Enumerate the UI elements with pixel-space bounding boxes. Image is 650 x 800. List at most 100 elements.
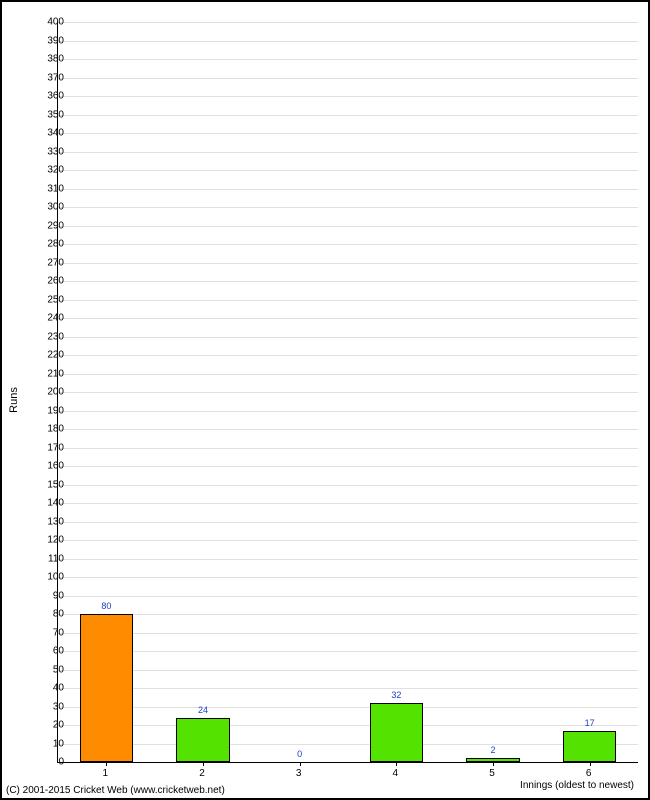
gridline bbox=[58, 633, 638, 634]
gridline bbox=[58, 448, 638, 449]
bar bbox=[176, 718, 229, 762]
copyright-text: (C) 2001-2015 Cricket Web (www.cricketwe… bbox=[6, 785, 225, 796]
gridline bbox=[58, 244, 638, 245]
gridline bbox=[58, 392, 638, 393]
gridline bbox=[58, 707, 638, 708]
y-tick-label: 220 bbox=[34, 350, 64, 361]
x-tick bbox=[590, 762, 591, 766]
y-tick-label: 400 bbox=[34, 17, 64, 28]
x-tick-label: 4 bbox=[393, 768, 399, 779]
gridline bbox=[58, 522, 638, 523]
chart-frame: Runs 8024032217 010203040506070809010011… bbox=[0, 0, 650, 800]
gridline bbox=[58, 540, 638, 541]
gridline bbox=[58, 59, 638, 60]
y-tick-label: 120 bbox=[34, 535, 64, 546]
y-tick-label: 140 bbox=[34, 498, 64, 509]
gridline bbox=[58, 337, 638, 338]
bar bbox=[370, 703, 423, 762]
y-tick-label: 350 bbox=[34, 109, 64, 120]
gridline bbox=[58, 651, 638, 652]
gridline bbox=[58, 300, 638, 301]
y-tick-label: 60 bbox=[34, 646, 64, 657]
y-tick-label: 150 bbox=[34, 479, 64, 490]
y-tick-label: 370 bbox=[34, 72, 64, 83]
plot-area: 80 24 0 32 2 17 bbox=[57, 22, 638, 763]
bar-value-label: 17 bbox=[585, 718, 595, 728]
gridline bbox=[58, 22, 638, 23]
gridline bbox=[58, 170, 638, 171]
y-tick-label: 170 bbox=[34, 442, 64, 453]
y-tick-label: 40 bbox=[34, 683, 64, 694]
gridline bbox=[58, 614, 638, 615]
bar-value-label: 32 bbox=[391, 690, 401, 700]
gridline bbox=[58, 596, 638, 597]
y-tick-label: 90 bbox=[34, 590, 64, 601]
y-tick-label: 110 bbox=[34, 553, 64, 564]
gridline bbox=[58, 670, 638, 671]
x-tick-label: 3 bbox=[296, 768, 302, 779]
y-tick-label: 0 bbox=[34, 757, 64, 768]
y-tick-label: 10 bbox=[34, 738, 64, 749]
gridline bbox=[58, 429, 638, 430]
y-tick-label: 180 bbox=[34, 424, 64, 435]
bar bbox=[563, 731, 616, 762]
gridline bbox=[58, 189, 638, 190]
bar-value-label: 2 bbox=[490, 745, 495, 755]
gridline bbox=[58, 226, 638, 227]
y-tick-label: 340 bbox=[34, 128, 64, 139]
y-tick-label: 30 bbox=[34, 701, 64, 712]
gridline bbox=[58, 133, 638, 134]
y-tick-label: 290 bbox=[34, 220, 64, 231]
gridline bbox=[58, 263, 638, 264]
y-tick-label: 70 bbox=[34, 627, 64, 638]
gridline bbox=[58, 41, 638, 42]
gridline bbox=[58, 744, 638, 745]
y-tick-label: 210 bbox=[34, 368, 64, 379]
y-tick-label: 230 bbox=[34, 331, 64, 342]
y-tick-label: 190 bbox=[34, 405, 64, 416]
gridline bbox=[58, 96, 638, 97]
y-tick-label: 80 bbox=[34, 609, 64, 620]
gridline bbox=[58, 318, 638, 319]
y-axis-label: Runs bbox=[8, 387, 20, 413]
gridline bbox=[58, 688, 638, 689]
gridline bbox=[58, 115, 638, 116]
gridline bbox=[58, 374, 638, 375]
gridline bbox=[58, 559, 638, 560]
y-tick-label: 160 bbox=[34, 461, 64, 472]
x-tick bbox=[493, 762, 494, 766]
gridline bbox=[58, 281, 638, 282]
gridline bbox=[58, 152, 638, 153]
gridline bbox=[58, 207, 638, 208]
x-tick bbox=[300, 762, 301, 766]
gridline bbox=[58, 78, 638, 79]
x-axis-label: Innings (oldest to newest) bbox=[520, 780, 634, 791]
x-tick-label: 6 bbox=[586, 768, 592, 779]
y-tick-label: 260 bbox=[34, 276, 64, 287]
x-tick-label: 5 bbox=[489, 768, 495, 779]
x-tick bbox=[203, 762, 204, 766]
y-tick-label: 240 bbox=[34, 313, 64, 324]
bar-value-label: 0 bbox=[297, 749, 302, 759]
y-tick-label: 50 bbox=[34, 664, 64, 675]
gridline bbox=[58, 485, 638, 486]
x-tick bbox=[396, 762, 397, 766]
y-tick-label: 270 bbox=[34, 257, 64, 268]
y-tick-label: 130 bbox=[34, 516, 64, 527]
gridline bbox=[58, 725, 638, 726]
y-tick-label: 300 bbox=[34, 202, 64, 213]
y-tick-label: 250 bbox=[34, 294, 64, 305]
y-tick-label: 20 bbox=[34, 720, 64, 731]
y-tick-label: 390 bbox=[34, 35, 64, 46]
gridline bbox=[58, 466, 638, 467]
x-tick-label: 2 bbox=[199, 768, 205, 779]
bar-value-label: 24 bbox=[198, 705, 208, 715]
y-tick-label: 310 bbox=[34, 183, 64, 194]
y-tick-label: 320 bbox=[34, 165, 64, 176]
y-tick-label: 380 bbox=[34, 54, 64, 65]
gridline bbox=[58, 355, 638, 356]
y-tick-label: 360 bbox=[34, 91, 64, 102]
y-tick-label: 330 bbox=[34, 146, 64, 157]
bar-value-label: 80 bbox=[101, 601, 111, 611]
bar bbox=[80, 614, 133, 762]
